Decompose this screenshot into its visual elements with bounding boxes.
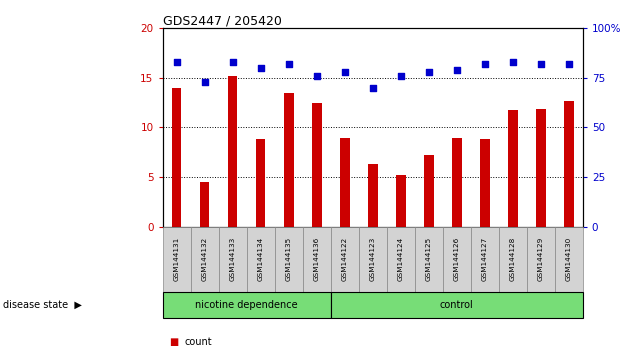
Bar [536,109,546,227]
Text: count: count [185,337,212,347]
Point [256,65,266,71]
Point [284,61,294,67]
Text: GSM144134: GSM144134 [258,237,263,281]
Point [171,59,181,65]
Text: GSM144133: GSM144133 [229,237,236,281]
Point [227,59,238,65]
Text: GSM144127: GSM144127 [482,237,488,281]
Bar [340,138,350,227]
Bar [396,175,406,227]
Bar [200,182,209,227]
Text: ■: ■ [169,337,178,347]
Text: GSM144135: GSM144135 [285,237,292,281]
Text: disease state  ▶: disease state ▶ [3,300,82,310]
Text: GSM144131: GSM144131 [173,237,180,281]
Point [312,73,322,79]
Text: GSM144123: GSM144123 [370,237,375,281]
Text: GSM144124: GSM144124 [398,237,404,281]
Bar [312,103,321,227]
Text: nicotine dependence: nicotine dependence [195,300,298,310]
Text: GSM144126: GSM144126 [454,237,460,281]
Bar [564,101,574,227]
Point [536,61,546,67]
Bar [368,164,377,227]
Bar [171,88,181,227]
Point [396,73,406,79]
Bar [480,139,490,227]
Bar [508,110,518,227]
Point [564,61,574,67]
Point [340,69,350,75]
Point [200,79,210,85]
Text: GSM144136: GSM144136 [314,237,319,281]
Bar [452,138,462,227]
Bar [284,93,294,227]
Point [508,59,518,65]
Text: GSM144125: GSM144125 [426,237,432,281]
Text: GDS2447 / 205420: GDS2447 / 205420 [163,14,282,27]
Text: GSM144122: GSM144122 [341,237,348,281]
Text: GSM144129: GSM144129 [538,237,544,281]
Point [423,69,433,75]
Text: GSM144132: GSM144132 [202,237,207,281]
Point [368,85,378,91]
Point [479,61,490,67]
Bar [256,139,265,227]
Bar [424,155,433,227]
Text: GSM144128: GSM144128 [510,237,516,281]
Text: GSM144130: GSM144130 [566,237,572,281]
Point [452,67,462,73]
Text: control: control [440,300,474,310]
Bar [227,76,238,227]
